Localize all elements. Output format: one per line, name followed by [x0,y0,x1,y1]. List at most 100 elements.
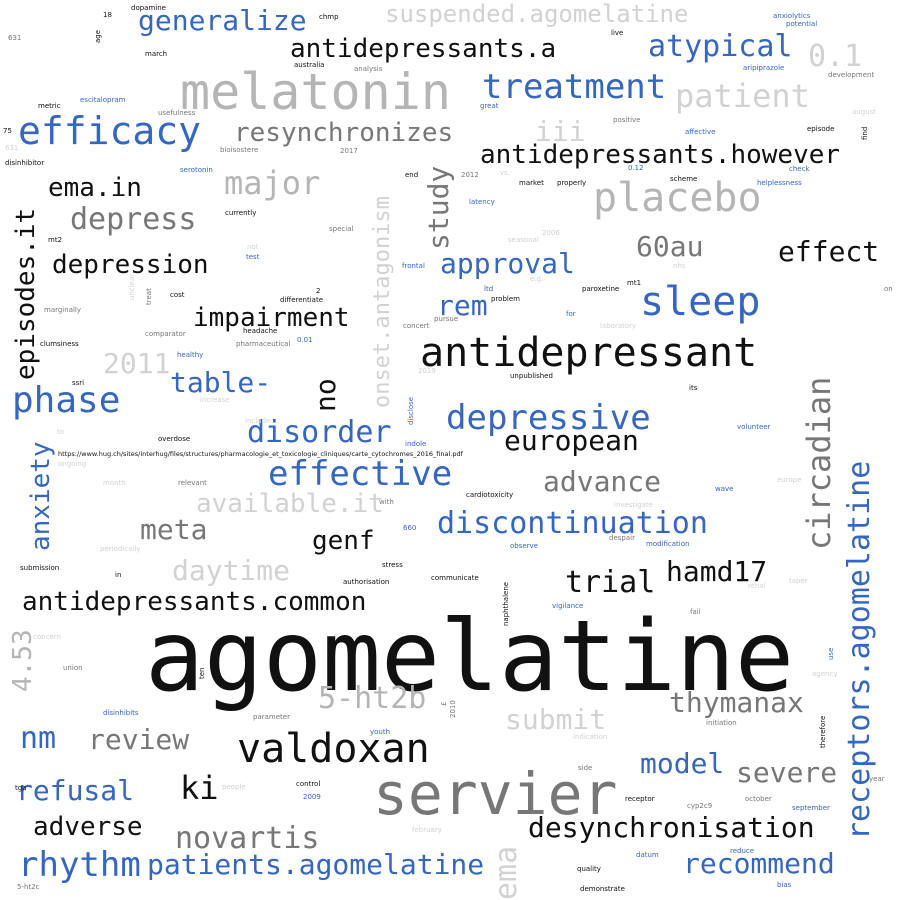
word-173: ten [198,667,206,680]
word-187: people [222,783,246,791]
word-132: 0.01 [297,336,313,344]
word-157: despair [609,534,635,542]
word-137: unpublished [510,372,553,380]
word-100: market [519,179,544,187]
word-96: 2012 [461,171,479,179]
word-165: authorisation [343,578,390,586]
word-97: vs. [500,169,511,177]
word-67: 18 [103,11,112,19]
word-191: october [745,795,772,803]
word-197: quality [577,865,601,873]
word-63: onset.antagonism [370,196,395,408]
word-93: disinhibitor [5,159,45,167]
word-98: 0.12 [628,164,644,172]
word-7: efficacy [18,109,202,153]
word-109: seasonal [508,236,539,244]
word-87: 631 [5,144,19,152]
word-54: adverse [33,812,143,842]
word-198: bias [777,881,792,889]
word-76: anxiolytics [773,12,811,20]
word-52: severe [736,756,838,789]
word-60: episodes.it [11,207,41,380]
word-186: control [296,780,321,788]
word-44: hamd17 [666,555,768,588]
word-133: clumsiness [40,340,79,348]
word-130: headache [243,327,278,335]
word-27: resynchronizes [234,118,454,148]
word-184: side [578,764,593,772]
word-73: analysis [354,65,383,73]
word-29: ema.in [48,173,142,203]
word-21: model [640,747,725,780]
word-134: pharmaceutical [236,340,291,348]
word-182: youth [370,728,391,736]
word-48: submit [505,703,607,736]
word-86: 75 [3,127,12,135]
word-128: concert [403,322,430,330]
word-177: £ [440,701,448,706]
word-118: mt1 [627,279,642,287]
word-58: receptors.agomelatine [842,460,877,840]
word-23: european [504,424,639,457]
word-99: check [789,165,810,173]
word-49: nm [20,721,57,756]
word-75: 631 [8,34,22,42]
word-189: 2009 [303,793,321,801]
word-11: effective [268,454,453,494]
word-105: currently [225,209,257,217]
word-45: antidepressants.common [22,587,367,617]
word-79: development [828,71,875,79]
word-153: cardiotoxicity [466,491,514,499]
word-155: with [379,498,394,506]
word-84: positive [613,116,641,124]
word-163: in [115,571,122,579]
word-154: investigate [614,501,653,509]
word-135: healthy [177,351,204,359]
word-192: cyp2c9 [687,802,713,810]
word-18: 0.1 [808,39,863,74]
word-59: circadian [800,376,838,550]
word-57: patients.agomelatine [147,848,485,881]
word-94: serotonin [180,166,213,174]
word-31: impairment [193,303,350,333]
word-199: 5-ht2c [17,883,40,891]
word-46: 5-ht2b [318,681,427,716]
word-139: its [689,384,698,392]
word-178: disinhibits [103,709,139,717]
word-164: communicate [431,574,479,582]
word-34: 60au [636,230,704,263]
word-113: nhs [673,262,686,270]
word-196: datum [636,851,659,859]
word-170: fail [690,608,701,616]
word-158: observe [510,542,539,550]
word-102: scheme [670,175,698,183]
word-71: march [145,50,168,58]
word-80: escitalopram [80,96,126,104]
word-121: differentiate [280,296,324,304]
word-200: demonstrate [580,885,625,893]
word-40: meta [140,513,208,546]
word-47: thymanax [669,686,804,719]
word-20: recommend [683,847,835,880]
word-61: anxiety [26,441,56,551]
word-85: august [852,108,876,116]
word-138: ssri [72,379,85,387]
word-174: union [63,664,83,672]
word-37: table- [170,366,272,399]
word-103: helplessness [757,179,802,187]
word-81: metric [38,102,61,110]
word-30: depression [52,250,209,280]
word-110: not [247,243,259,251]
word-183: indication [573,733,608,741]
word-143: volunteer [737,423,771,431]
word-4: placebo [593,175,762,221]
word-119: on [884,285,893,293]
word-69: chmp [319,13,339,21]
word-168: naphthalene [502,581,510,626]
word-13: patient [675,77,810,115]
word-6: sleep [640,279,761,325]
word-43: trial [565,565,656,600]
word-68: dopamine [131,4,166,12]
word-108: mt2 [48,236,63,244]
word-28: iii [535,115,586,148]
